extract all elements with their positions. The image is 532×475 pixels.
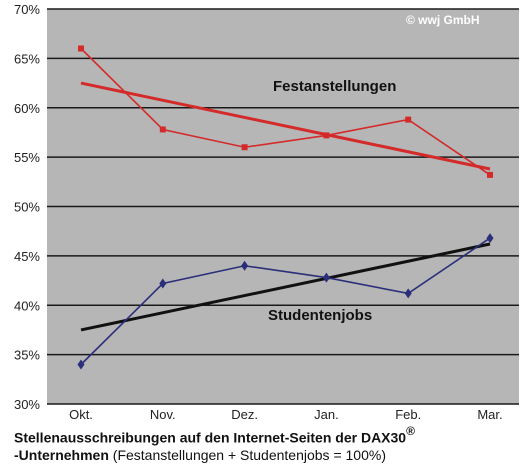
y-tick-label: 50% [14,200,40,215]
x-tick-label: Feb. [395,407,421,422]
y-tick-label: 70% [14,2,40,17]
x-tick-label: Dez. [231,407,258,422]
data-point [78,45,84,52]
trend-lines [80,81,491,332]
y-tick-label: 55% [14,150,40,165]
data-point [323,132,330,139]
x-tick-label: Mar. [477,407,502,422]
caption-line2-bold: -Unternehmen [14,446,109,463]
data-point [405,116,412,123]
data-point [486,233,494,244]
y-tick-label: 30% [14,397,40,412]
line-chart: 30% 35% 40% 45% 50% 55% 60% 65% 70% Okt. Nov. Dez.… [13,2,519,422]
series-line [80,47,491,176]
data-point [322,272,330,283]
label-festanstellungen: Festanstellungen [273,78,396,95]
data-point [77,359,85,370]
x-axis-ticks: Okt. Nov. Dez. Jan. Feb. Mar. [69,407,503,422]
y-tick-label: 45% [14,249,40,264]
y-tick-label: 60% [14,101,40,116]
data-point [241,144,248,151]
caption-line2-normal: (Festanstellungen + Studentenjobs = 100%… [108,446,386,463]
caption-registered-mark: ® [406,424,415,438]
y-tick-label: 40% [14,298,40,313]
series-lines [77,45,494,370]
trend-line [80,242,491,332]
x-tick-label: Jan. [314,407,339,422]
series-line [80,237,491,366]
y-tick-label: 65% [14,51,40,66]
x-tick-label: Nov. [150,407,176,422]
caption-line1: Stellenausschreibungen auf den Internet-… [14,429,407,446]
y-tick-label: 35% [14,348,40,363]
x-tick-label: Okt. [69,407,93,422]
label-studentenjobs: Studentenjobs [268,307,372,324]
chart-caption: Stellenausschreibungen auf den Internet-… [14,424,529,464]
y-axis-ticks: 30% 35% 40% 45% 50% 55% 60% 65% 70% [14,2,40,412]
trend-line [80,81,491,171]
data-point [241,260,249,271]
data-point [159,126,166,133]
data-point [159,278,167,289]
copyright-notice: © wwj GmbH [406,13,480,27]
data-point [404,288,412,299]
data-point [487,171,493,178]
